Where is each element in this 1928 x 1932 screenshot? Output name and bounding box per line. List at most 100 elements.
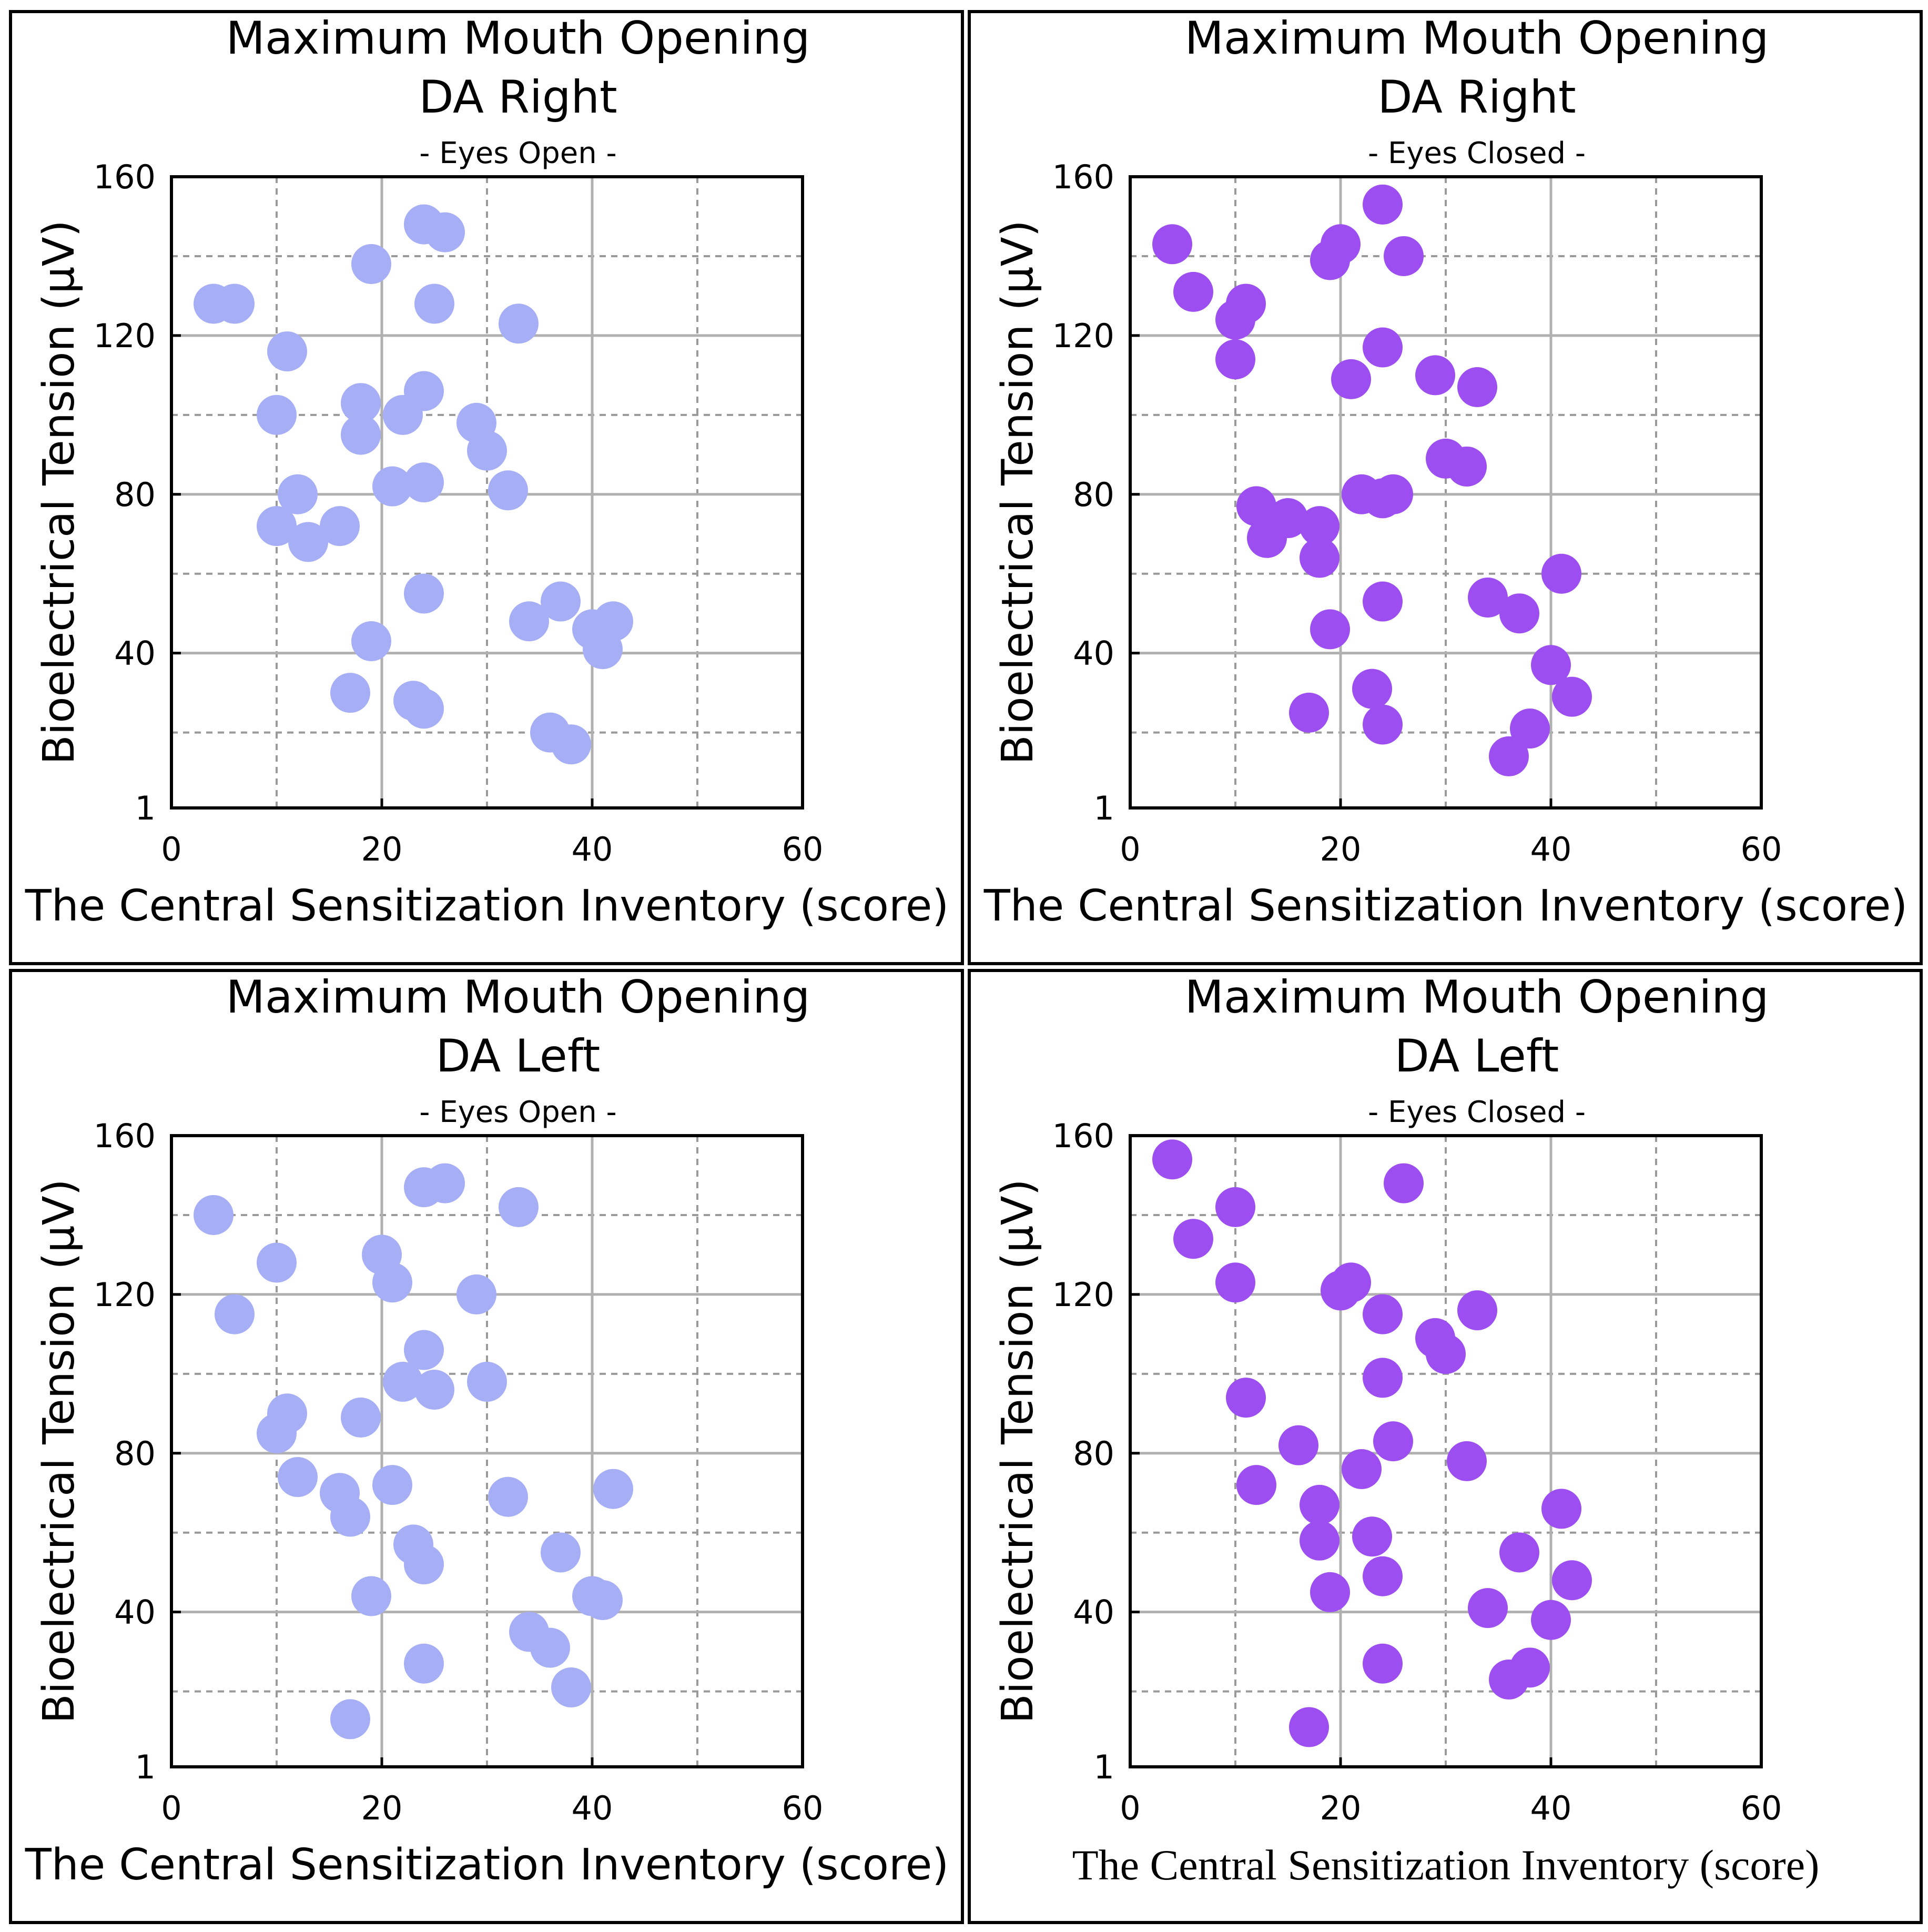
y-tick-label: 80 — [114, 1434, 156, 1473]
panel-frame — [968, 969, 1923, 1924]
data-point — [1447, 446, 1487, 487]
y-tick-label: 120 — [1052, 317, 1114, 355]
data-point — [1173, 271, 1213, 312]
y-tick-label: 120 — [1052, 1276, 1114, 1314]
y-tick-label: 1 — [135, 789, 156, 827]
data-point — [341, 414, 381, 455]
y-tick-label: 1 — [1094, 1748, 1114, 1786]
chart-condition: - Eyes Closed - — [1368, 1095, 1586, 1129]
data-point — [372, 466, 412, 507]
y-axis-label: Bioelectrical Tension (µV) — [34, 220, 84, 764]
data-point — [1310, 1572, 1350, 1612]
chart-title: Maximum Mouth Opening — [1185, 12, 1769, 65]
data-point — [1152, 224, 1192, 265]
chart-condition: - Eyes Closed - — [1368, 136, 1586, 170]
data-point — [1331, 1262, 1371, 1303]
data-point — [215, 1294, 255, 1334]
data-point — [404, 1643, 444, 1684]
chart-condition: - Eyes Open - — [419, 136, 617, 170]
data-point — [1541, 553, 1581, 594]
y-tick-label: 160 — [94, 158, 156, 196]
data-point — [551, 724, 591, 765]
data-point — [425, 1163, 465, 1203]
data-point — [351, 1576, 391, 1616]
y-tick-label: 80 — [1073, 476, 1114, 514]
x-axis-label: The Central Sensitization Inventory (sco… — [1072, 1841, 1820, 1889]
panel-da-right-eyes-closed: Maximum Mouth Opening DA Right - Eyes Clos… — [968, 10, 1923, 965]
x-tick-label: 0 — [1120, 1789, 1140, 1827]
x-tick-label: 60 — [1741, 830, 1782, 868]
data-point — [351, 244, 391, 285]
y-axis-label: Bioelectrical Tension (µV) — [993, 220, 1043, 764]
data-point — [1510, 1647, 1550, 1688]
x-tick-label: 40 — [572, 830, 613, 868]
data-point — [215, 284, 255, 324]
data-point — [1373, 474, 1413, 514]
data-point — [530, 1627, 570, 1668]
data-point — [267, 1393, 307, 1434]
data-point — [1300, 1484, 1340, 1525]
data-point — [1310, 609, 1350, 650]
data-point — [330, 673, 370, 713]
data-point — [257, 506, 297, 547]
data-point — [1363, 704, 1403, 745]
data-point — [1426, 1334, 1466, 1374]
data-point — [341, 383, 381, 423]
panel-da-left-eyes-closed: Maximum Mouth Opening DA Left - Eyes Close… — [968, 969, 1923, 1924]
data-point — [1373, 1421, 1413, 1462]
y-tick-label: 40 — [114, 634, 156, 673]
data-point — [320, 506, 360, 547]
data-point — [278, 1457, 318, 1498]
data-point — [1321, 224, 1361, 265]
data-point — [488, 470, 528, 511]
data-point — [414, 284, 454, 324]
y-tick-label: 80 — [114, 476, 156, 514]
data-point — [1331, 359, 1371, 399]
data-point — [341, 1397, 381, 1438]
chart-subtitle: DA Left — [1395, 1030, 1559, 1083]
panel-da-right-eyes-open: Maximum Mouth Opening DA Right - Eyes Open… — [9, 10, 964, 965]
data-point — [1510, 709, 1550, 749]
data-point — [1457, 367, 1497, 407]
data-point — [404, 573, 444, 614]
data-point — [1457, 1290, 1497, 1331]
data-point — [467, 1361, 507, 1402]
x-tick-label: 40 — [1530, 830, 1572, 868]
data-point — [1363, 327, 1403, 368]
x-tick-label: 20 — [361, 830, 403, 868]
panel-frame — [968, 10, 1923, 965]
data-point — [1152, 1139, 1192, 1180]
y-tick-label: 1 — [135, 1748, 156, 1786]
data-point — [1468, 1588, 1508, 1628]
x-tick-label: 20 — [1320, 830, 1362, 868]
data-point — [404, 462, 444, 503]
data-point — [1215, 1262, 1255, 1303]
chart-title: Maximum Mouth Opening — [1185, 971, 1769, 1024]
x-tick-label: 20 — [1320, 1789, 1362, 1827]
data-point — [1300, 506, 1340, 547]
plot-area — [170, 1134, 804, 1768]
data-point — [404, 689, 444, 729]
data-point — [509, 601, 549, 642]
y-tick-label: 160 — [1052, 1117, 1114, 1155]
chart-subtitle: DA Right — [419, 71, 617, 124]
data-point — [1236, 486, 1276, 527]
chart-title: Maximum Mouth Opening — [226, 12, 810, 65]
x-axis-label: The Central Sensitization Inventory (sco… — [983, 881, 1908, 931]
data-point — [1363, 1294, 1403, 1334]
data-point — [1384, 236, 1424, 276]
data-point — [1541, 1489, 1581, 1529]
data-point — [267, 331, 307, 372]
x-tick-label: 60 — [782, 1789, 824, 1827]
data-point — [1499, 1532, 1539, 1573]
y-tick-label: 160 — [94, 1117, 156, 1155]
data-point — [1447, 1441, 1487, 1481]
x-tick-label: 40 — [572, 1789, 613, 1827]
data-point — [1352, 669, 1392, 709]
data-point — [194, 1195, 234, 1235]
data-point — [499, 304, 539, 344]
data-point — [1226, 1378, 1266, 1418]
data-point — [383, 1361, 423, 1402]
x-tick-label: 60 — [1741, 1789, 1782, 1827]
